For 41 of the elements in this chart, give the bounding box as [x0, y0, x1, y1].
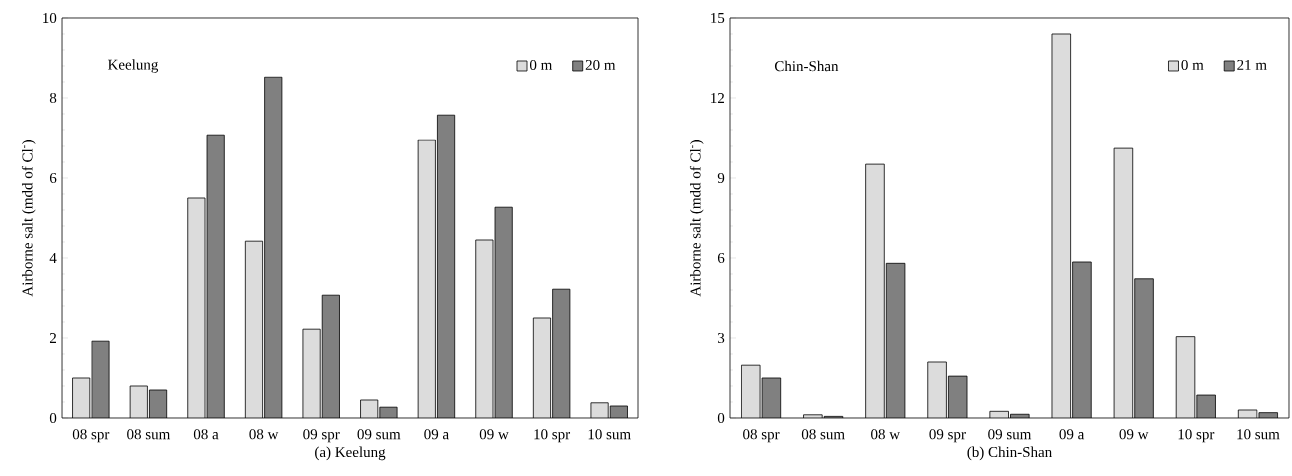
- x-tick-label: 08 sum: [801, 429, 845, 440]
- x-axis-title: (a) Keelung: [315, 446, 386, 461]
- y-tick-label: 2: [49, 333, 56, 343]
- y-tick-label: 8: [49, 92, 57, 104]
- y-tick-label: 3: [718, 332, 725, 344]
- x-tick-label: 08 sum: [127, 429, 171, 440]
- x-tick-label: 08 a: [193, 429, 219, 440]
- y-axis-title: Airborne salt (mdd of Cl$^{-}$): [689, 140, 704, 297]
- y-tick-label: 0: [717, 412, 725, 424]
- x-tick-label: 09 spr: [303, 429, 340, 443]
- legend-label: 0 m: [529, 59, 553, 70]
- y-tick-label: 10: [43, 12, 57, 24]
- x-tick-label: 09 sum: [357, 429, 401, 440]
- x-tick-label: 09 w: [1119, 429, 1149, 440]
- y-tick-label: 0: [49, 412, 57, 424]
- y-tick-label: 15: [711, 12, 725, 24]
- x-tick-label: 10 sum: [588, 429, 631, 440]
- x-tick-label: 08 w: [871, 429, 900, 440]
- x-tick-label: 09 w: [479, 429, 509, 440]
- x-tick-label: 08 spr: [743, 429, 780, 443]
- legend-label: 20 m: [585, 59, 616, 70]
- x-tick-label: 08 w: [249, 429, 279, 440]
- annotation: Keelung: [107, 59, 159, 73]
- x-tick-label: 10 sum: [1237, 429, 1280, 440]
- y-axis-title: Airborne salt (mdd of Cl$^{-}$): [21, 140, 36, 297]
- x-tick-label: 09 a: [424, 429, 449, 440]
- y-tick-label: 6: [717, 252, 725, 264]
- x-tick-label: 10 spr: [534, 429, 571, 443]
- x-tick-label: 10 spr: [1178, 429, 1215, 443]
- y-tick-label: 12: [711, 93, 724, 103]
- y-tick-label: 6: [49, 172, 57, 184]
- x-axis-title: (b) Chin-Shan: [967, 446, 1052, 461]
- y-tick-label: 9: [717, 172, 725, 184]
- legend-label: 21 m: [1237, 59, 1267, 70]
- x-tick-label: 09 spr: [929, 429, 966, 443]
- annotation: Chin-Shan: [774, 60, 839, 72]
- x-tick-label: 08 spr: [72, 429, 110, 443]
- y-tick-label: 4: [49, 253, 57, 263]
- legend-label: 0 m: [1181, 59, 1204, 70]
- x-tick-label: 09 a: [1059, 429, 1085, 440]
- x-tick-label: 09 sum: [988, 429, 1032, 440]
